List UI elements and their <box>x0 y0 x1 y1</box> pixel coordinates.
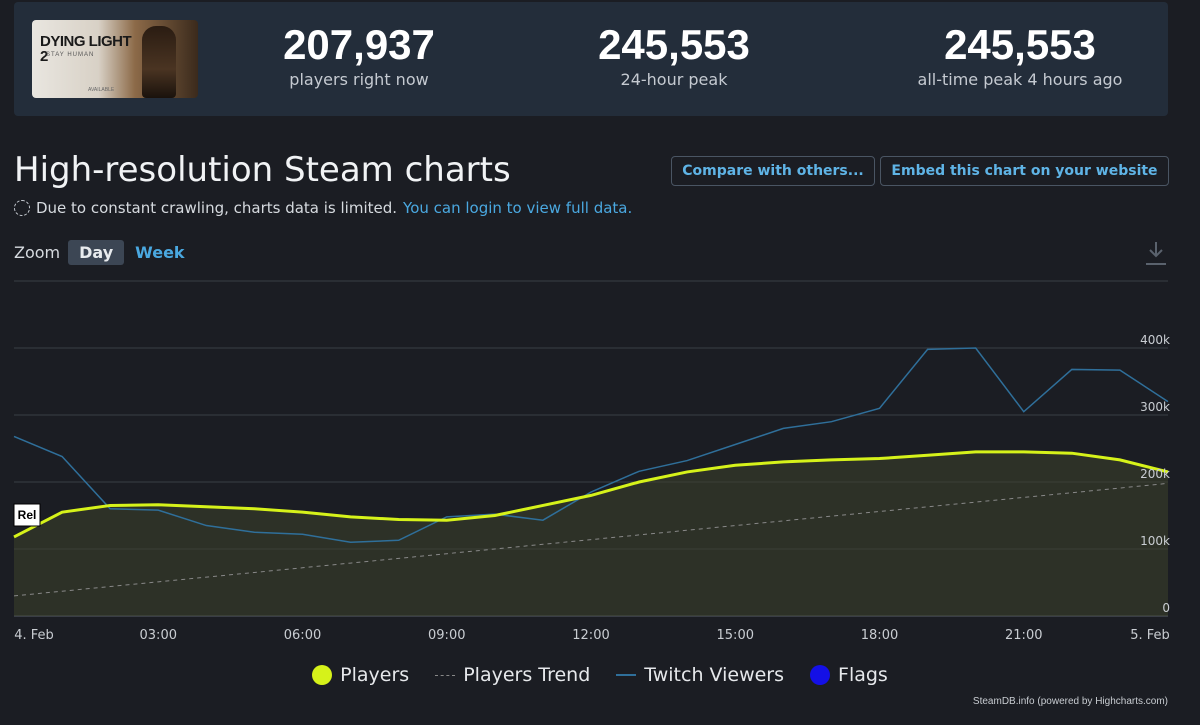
x-tick-label: 21:00 <box>1005 628 1042 643</box>
zoom-bar: Zoom Day Week <box>14 240 196 265</box>
legend-players[interactable]: Players <box>312 664 409 686</box>
stat-value: 207,937 <box>283 21 435 68</box>
release-flag[interactable]: Rel <box>13 503 41 527</box>
legend-label: Players <box>340 664 410 686</box>
player-chart[interactable]: 0 100k 200k 300k 400k 4. Feb 03:00 06:00 09:00 1… <box>0 270 1200 660</box>
x-tick-label: 09:00 <box>428 628 465 643</box>
chart-legend: Players Players Trend Twitch Viewers Fla… <box>0 664 1200 686</box>
x-tick-label: 4. Feb <box>14 628 54 643</box>
page-title: High-resolution Steam charts <box>14 150 511 190</box>
legend-label: Flags <box>838 664 888 686</box>
stat-label: all-time peak 4 hours ago <box>917 70 1123 89</box>
flag-box <box>13 503 41 527</box>
zoom-week-button[interactable]: Week <box>135 243 185 262</box>
chart-credits[interactable]: SteamDB.info (powered by Highcharts.com) <box>972 696 1168 707</box>
legend-flags[interactable]: Flags <box>810 664 888 686</box>
stat-24h-peak: 245,553 24-hour peak <box>574 21 774 90</box>
x-tick-label: 06:00 <box>284 628 321 643</box>
x-tick-label: 18:00 <box>861 628 898 643</box>
legend-label: Twitch Viewers <box>644 664 785 686</box>
cover-footer: AVAILABLE <box>88 87 115 93</box>
players-area <box>14 451 1168 616</box>
x-tick-label: 5. Feb <box>1130 628 1170 643</box>
login-link[interactable]: You can login to view full data. <box>403 199 633 217</box>
stat-all-time-peak: 245,553 all-time peak 4 hours ago <box>870 21 1170 90</box>
players-line <box>13 450 1169 539</box>
data-limited-notice: Due to constant crawling, charts data is… <box>14 199 632 217</box>
compare-button[interactable]: Compare with others... <box>671 156 875 186</box>
stat-label: 24-hour peak <box>620 70 728 89</box>
y-tick-label: 0 <box>1162 601 1170 615</box>
header-panel: DYING LIGHT 2 STAY HUMAN AVAILABLE 207,9… <box>14 2 1168 116</box>
spinner-icon <box>14 200 30 216</box>
notice-text: Due to constant crawling, charts data is… <box>36 199 398 217</box>
stat-current-players: 207,937 players right now <box>259 21 459 90</box>
flags-legend-dot <box>810 665 831 685</box>
y-tick-label: 100k <box>1140 534 1170 548</box>
y-tick-label: 200k <box>1140 467 1170 481</box>
stat-value: 245,553 <box>598 21 750 68</box>
cover-subtitle: STAY HUMAN <box>46 52 95 58</box>
x-axis-labels: 4. Feb 03:00 06:00 09:00 12:00 15:00 18:00 21:0… <box>14 628 1170 643</box>
flag-label: Rel <box>18 508 37 522</box>
x-tick-label: 03:00 <box>140 628 177 643</box>
stat-label: players right now <box>289 70 429 89</box>
twitch-legend-line <box>616 674 637 676</box>
x-tick-label: 15:00 <box>717 628 754 643</box>
x-tick-label: 12:00 <box>572 628 609 643</box>
zoom-day-button[interactable]: Day <box>68 240 125 265</box>
y-tick-label: 400k <box>1140 333 1170 347</box>
legend-players-trend[interactable]: Players Trend <box>435 664 590 686</box>
game-cover-image[interactable]: DYING LIGHT 2 STAY HUMAN AVAILABLE <box>32 20 198 98</box>
players-trend-line <box>13 482 1169 597</box>
trend-legend-dash <box>435 674 456 676</box>
cover-figure <box>142 26 176 98</box>
legend-twitch-viewers[interactable]: Twitch Viewers <box>616 664 784 686</box>
y-tick-label: 300k <box>1140 400 1170 414</box>
legend-label: Players Trend <box>463 664 591 686</box>
players-legend-dot <box>312 665 333 685</box>
zoom-label: Zoom <box>14 243 61 262</box>
download-icon[interactable] <box>1144 240 1168 270</box>
stat-value: 245,553 <box>944 21 1096 68</box>
twitch-viewers-line <box>13 347 1169 544</box>
embed-chart-button[interactable]: Embed this chart on your website <box>880 156 1169 186</box>
y-axis-labels: 0 100k 200k 300k 400k <box>1140 333 1170 615</box>
cover-title: DYING LIGHT 2 <box>40 33 132 65</box>
